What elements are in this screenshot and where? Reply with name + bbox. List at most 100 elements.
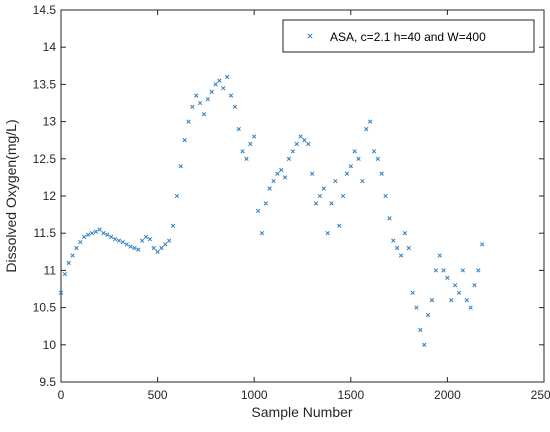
data-point bbox=[422, 342, 427, 347]
legend: ASA, c=2.1 h=40 and W=400 bbox=[282, 19, 535, 53]
y-tick-label: 13.5 bbox=[33, 77, 57, 91]
y-tick-label: 9.5 bbox=[39, 375, 56, 389]
data-point bbox=[348, 164, 353, 169]
data-point bbox=[271, 178, 276, 184]
data-point bbox=[340, 193, 346, 199]
data-point bbox=[310, 171, 315, 176]
data-point bbox=[74, 245, 79, 251]
data-point bbox=[209, 89, 214, 94]
data-point bbox=[371, 149, 377, 154]
data-point bbox=[58, 290, 64, 295]
data-point bbox=[279, 167, 284, 173]
data-point bbox=[163, 242, 168, 247]
data-point bbox=[128, 244, 133, 249]
data-point bbox=[255, 208, 261, 214]
data-point bbox=[197, 100, 203, 106]
data-point bbox=[159, 245, 164, 251]
x-tick-label: 1500 bbox=[337, 388, 364, 402]
data-point bbox=[205, 97, 210, 102]
data-point bbox=[286, 156, 292, 161]
data-point bbox=[194, 93, 199, 98]
data-point bbox=[132, 245, 137, 251]
y-tick-label: 11 bbox=[44, 263, 57, 277]
data-point bbox=[236, 126, 241, 132]
x-axis-label: Sample Number bbox=[251, 404, 352, 420]
data-point bbox=[201, 112, 207, 117]
data-point bbox=[449, 298, 454, 303]
data-point bbox=[170, 223, 176, 228]
data-point bbox=[70, 253, 75, 258]
data-point bbox=[147, 236, 153, 242]
data-point bbox=[112, 236, 118, 242]
data-point bbox=[456, 290, 462, 295]
y-tick-label: 13 bbox=[43, 115, 57, 129]
data-point bbox=[352, 149, 357, 154]
data-point bbox=[375, 156, 381, 161]
data-point bbox=[228, 93, 234, 98]
x-tick-label: 2500 bbox=[531, 388, 550, 402]
data-point bbox=[298, 134, 303, 139]
axis-ticks: 0 500 1000 1500 2000 2500 9.5 10 10.5 11 11.5 12 12.… bbox=[33, 3, 550, 402]
data-point bbox=[379, 171, 384, 176]
data-point bbox=[248, 141, 253, 147]
data-points bbox=[58, 74, 485, 347]
y-tick-label: 11.5 bbox=[34, 226, 57, 240]
legend-series-label: ASA, c=2.1 h=40 and W=400 bbox=[330, 30, 486, 44]
data-point bbox=[441, 268, 446, 273]
data-point bbox=[402, 231, 408, 236]
data-point bbox=[460, 268, 466, 273]
data-point bbox=[414, 305, 419, 310]
data-point bbox=[124, 242, 129, 247]
data-point bbox=[290, 149, 295, 154]
data-point bbox=[186, 119, 191, 124]
x-tick-label: 1000 bbox=[241, 388, 268, 402]
data-point bbox=[364, 126, 369, 132]
data-point bbox=[174, 193, 180, 199]
data-point bbox=[167, 238, 172, 243]
data-point bbox=[139, 238, 145, 243]
data-point bbox=[325, 231, 330, 236]
data-point bbox=[294, 141, 299, 147]
y-tick-label: 12 bbox=[43, 189, 57, 203]
data-point bbox=[344, 171, 350, 176]
data-point bbox=[78, 239, 83, 245]
legend-box bbox=[282, 19, 535, 53]
data-point bbox=[213, 82, 218, 87]
data-point bbox=[464, 298, 469, 303]
data-point bbox=[329, 201, 334, 206]
x-tick-label: 500 bbox=[148, 388, 168, 402]
y-tick-label: 10 bbox=[43, 338, 57, 352]
data-point bbox=[178, 164, 183, 169]
data-point bbox=[105, 232, 110, 237]
data-point bbox=[151, 245, 156, 251]
data-point bbox=[275, 171, 280, 176]
data-point bbox=[89, 231, 95, 236]
data-point bbox=[480, 242, 485, 247]
data-point bbox=[116, 238, 122, 243]
data-point bbox=[398, 253, 404, 258]
y-axis-label: Dissolved Oxygen(mg/L) bbox=[3, 119, 19, 272]
data-point bbox=[337, 223, 342, 228]
y-tick-label: 10.5 bbox=[33, 301, 57, 315]
data-point bbox=[387, 216, 392, 221]
data-point bbox=[190, 104, 195, 109]
data-point bbox=[302, 138, 307, 143]
y-tick-label: 14.5 bbox=[33, 3, 57, 17]
data-point bbox=[143, 234, 149, 240]
data-point bbox=[221, 85, 226, 91]
data-point bbox=[306, 141, 311, 147]
data-point bbox=[391, 238, 396, 243]
data-point bbox=[282, 175, 288, 180]
data-point bbox=[418, 327, 423, 333]
data-point bbox=[321, 186, 326, 191]
legend-marker-x bbox=[307, 33, 313, 39]
data-point bbox=[395, 245, 400, 251]
data-point bbox=[217, 78, 222, 83]
data-point bbox=[136, 247, 141, 252]
data-point bbox=[109, 234, 114, 240]
data-point bbox=[62, 271, 68, 277]
data-point bbox=[85, 232, 91, 237]
data-point bbox=[360, 178, 365, 184]
x-tick-label: 0 bbox=[58, 388, 65, 402]
